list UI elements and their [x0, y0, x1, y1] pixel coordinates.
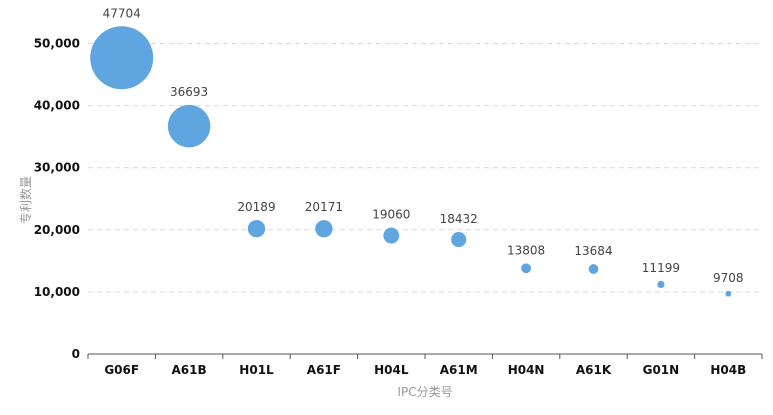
x-tick-label: H04L	[374, 363, 409, 377]
value-label-h04n: 13808	[507, 243, 545, 257]
y-axis-ticks: 0 10,000 20,000 30,000 40,000 50,000	[34, 37, 80, 362]
x-tick-label: A61B	[172, 363, 207, 377]
grid-lines	[88, 43, 762, 293]
value-label-h04l: 19060	[372, 208, 410, 222]
y-tick-label: 10,000	[34, 285, 80, 299]
y-tick-label: 20,000	[34, 223, 80, 237]
value-label-h01l: 20189	[237, 200, 275, 214]
value-label-h04b: 9708	[713, 271, 744, 285]
bubble-a61k	[588, 264, 599, 274]
value-label-a61f: 20171	[305, 200, 343, 214]
bubble-a61b	[167, 104, 211, 148]
y-tick-label: 0	[72, 347, 80, 361]
x-tick-label: A61K	[576, 363, 612, 377]
y-tick-label: 30,000	[34, 161, 80, 175]
bubble-h04n	[521, 263, 532, 274]
value-labels: 47704 36693 20189 20171 19060 18432 13808 13684…	[103, 6, 744, 285]
value-label-g01n: 11199	[642, 261, 680, 275]
x-tick-label: H01L	[239, 363, 274, 377]
value-label-a61k: 13684	[574, 244, 612, 258]
x-tick-label: A61F	[307, 363, 341, 377]
x-tick-label: H04B	[710, 363, 746, 377]
x-axis-ticks: G06F A61B H01L A61F H04L A61M H04N A61K G01N H04B	[87, 354, 763, 377]
bubble-h01l	[247, 219, 266, 238]
bubble-g06f	[90, 26, 154, 90]
bubble-a61m	[451, 231, 467, 248]
bubble-g01n	[657, 280, 665, 289]
value-label-a61b: 36693	[170, 85, 208, 99]
x-tick-label: G06F	[104, 363, 139, 377]
value-label-a61m: 18432	[440, 212, 478, 226]
y-tick-label: 50,000	[34, 37, 80, 51]
x-tick-label: H04N	[508, 363, 545, 377]
bubbles	[90, 26, 732, 297]
bubble-h04l	[383, 227, 400, 244]
value-label-g06f: 47704	[103, 6, 141, 20]
x-axis-title: IPC分类号	[397, 385, 452, 399]
y-axis-title: 专利数量	[18, 176, 33, 224]
bubble-h04b	[725, 290, 732, 297]
bubble-a61f	[315, 220, 333, 238]
x-tick-label: G01N	[643, 363, 680, 377]
y-tick-label: 40,000	[34, 99, 80, 113]
x-tick-label: A61M	[440, 363, 478, 377]
